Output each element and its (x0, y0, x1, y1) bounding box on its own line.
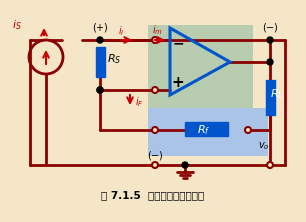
Circle shape (245, 127, 251, 133)
Text: $R_f$: $R_f$ (197, 123, 211, 137)
Circle shape (267, 37, 273, 43)
Text: 图 7.1.5  电压并联负反馈电路: 图 7.1.5 电压并联负反馈电路 (101, 190, 205, 200)
Circle shape (182, 162, 188, 168)
Circle shape (152, 87, 158, 93)
Text: $(-)$: $(-)$ (147, 149, 163, 161)
Text: $(-)$: $(-)$ (262, 20, 278, 34)
Text: $i_m$: $i_m$ (152, 23, 163, 37)
Text: $(+)$: $(+)$ (91, 20, 108, 34)
Text: −: − (172, 36, 184, 50)
Circle shape (30, 41, 62, 73)
Text: $v_o$: $v_o$ (258, 140, 270, 152)
Circle shape (97, 87, 103, 93)
FancyBboxPatch shape (148, 25, 253, 113)
Circle shape (97, 87, 103, 93)
FancyBboxPatch shape (148, 108, 268, 156)
FancyBboxPatch shape (96, 47, 105, 77)
Circle shape (97, 37, 103, 43)
Circle shape (267, 162, 273, 168)
Text: $i_I$: $i_I$ (118, 24, 125, 38)
Text: +: + (172, 75, 185, 89)
FancyBboxPatch shape (266, 80, 275, 115)
Text: $i_F$: $i_F$ (135, 95, 144, 109)
Text: $i_S$: $i_S$ (12, 18, 22, 32)
Circle shape (152, 127, 158, 133)
Circle shape (152, 37, 158, 43)
FancyBboxPatch shape (185, 122, 228, 136)
Circle shape (152, 162, 158, 168)
Text: $R_S$: $R_S$ (107, 52, 121, 66)
Circle shape (267, 59, 273, 65)
Text: $R_L$: $R_L$ (270, 87, 284, 101)
